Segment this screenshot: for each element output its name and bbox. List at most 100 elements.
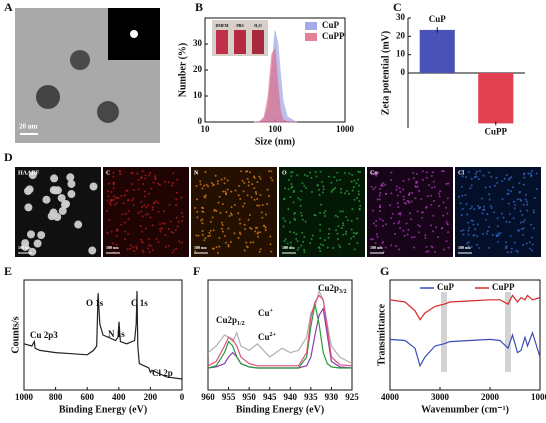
map-dot	[424, 236, 427, 239]
map-dot	[169, 220, 172, 223]
map-dot	[301, 231, 304, 234]
map-dot	[249, 241, 252, 244]
map-dot	[356, 217, 359, 220]
map-dot	[337, 225, 340, 228]
map-dot	[224, 241, 227, 244]
x-tick-label: 1000	[15, 392, 34, 402]
map-dot	[529, 172, 532, 175]
map-dot	[149, 216, 152, 219]
map-dot	[461, 175, 464, 178]
map-dot	[107, 195, 110, 198]
map-dot	[470, 184, 473, 187]
map-dot	[223, 182, 226, 185]
map-dot	[310, 176, 313, 179]
map-dot	[269, 176, 272, 179]
map-dot	[208, 231, 211, 234]
map-dot	[123, 238, 126, 241]
map-dot	[109, 203, 112, 206]
map-dot	[476, 223, 479, 226]
annotation: N 1s	[108, 329, 125, 339]
map-dot	[345, 189, 348, 192]
x-tick-label: 1000	[531, 392, 546, 402]
map-dot	[379, 217, 382, 220]
map-dot	[433, 250, 436, 253]
map-dot	[196, 210, 199, 213]
map-dot	[446, 212, 449, 215]
map-dot	[424, 234, 427, 237]
map-dot	[296, 240, 299, 243]
vial	[216, 30, 228, 54]
map-dot	[167, 245, 170, 248]
map-dot	[515, 249, 518, 252]
map-dot	[141, 230, 144, 233]
map-dot	[525, 200, 528, 203]
map-dot	[161, 227, 164, 230]
annotation-sup: +	[270, 308, 274, 314]
map-dot	[215, 210, 218, 213]
map-dot	[467, 229, 470, 232]
map-dot	[446, 197, 449, 200]
map-dot	[237, 194, 240, 197]
map-dot	[305, 186, 308, 189]
map-dot	[127, 232, 130, 235]
map-dot	[107, 190, 110, 193]
x-tick-label: 940	[284, 392, 298, 402]
map-dot	[357, 178, 360, 181]
map-dot	[319, 229, 322, 232]
map-dot	[446, 222, 449, 225]
map-dot	[372, 209, 375, 212]
map-dot	[306, 174, 309, 177]
map-dot	[151, 249, 154, 252]
map-dot	[357, 170, 360, 173]
map-dot	[314, 170, 317, 173]
x-tick-label: 960	[201, 392, 215, 402]
map-dot	[356, 242, 359, 245]
map-dot	[133, 250, 136, 253]
map-dot	[524, 198, 527, 201]
map-dot	[397, 212, 400, 215]
map-dot	[421, 178, 424, 181]
map-dot	[445, 220, 448, 223]
map-dot	[318, 193, 321, 196]
map-dot	[358, 200, 361, 203]
map-dot	[406, 199, 409, 202]
map-dot	[211, 247, 214, 250]
map-dot	[115, 201, 118, 204]
map-dot	[332, 188, 335, 191]
annotation: Cu2p1/2	[216, 315, 245, 327]
map-dot	[237, 212, 240, 215]
map-dot	[243, 202, 246, 205]
map-dot	[376, 235, 379, 238]
map-dot	[230, 206, 233, 209]
map-dot	[219, 211, 222, 214]
scale-label: 100 nm	[458, 245, 471, 250]
map-dot	[381, 224, 384, 227]
map-dot	[112, 195, 115, 198]
map-dot	[140, 238, 143, 241]
map-dot	[201, 222, 204, 225]
map-dot	[509, 234, 512, 237]
map-dot	[532, 209, 535, 212]
map-dot	[194, 206, 197, 209]
map-dot	[303, 184, 306, 187]
map-dot	[468, 226, 471, 229]
map-dot	[309, 242, 312, 245]
x-tick-label: 200	[144, 392, 158, 402]
map-dot	[256, 226, 259, 229]
annotation: Cu2p3/2	[318, 283, 347, 295]
map-dot	[259, 231, 262, 234]
map-dot	[311, 234, 314, 237]
map-dot	[517, 229, 520, 232]
map-dot	[135, 247, 138, 250]
map-dot	[390, 178, 393, 181]
map-dot	[421, 211, 424, 214]
map-dot	[430, 203, 433, 206]
map-dot	[129, 247, 132, 250]
map-dot	[510, 176, 513, 179]
map-dot	[418, 190, 421, 193]
map-dot	[247, 184, 250, 187]
map-dot	[352, 186, 355, 189]
map-dot	[300, 211, 303, 214]
map-dot	[439, 190, 442, 193]
map-dot	[141, 249, 144, 252]
